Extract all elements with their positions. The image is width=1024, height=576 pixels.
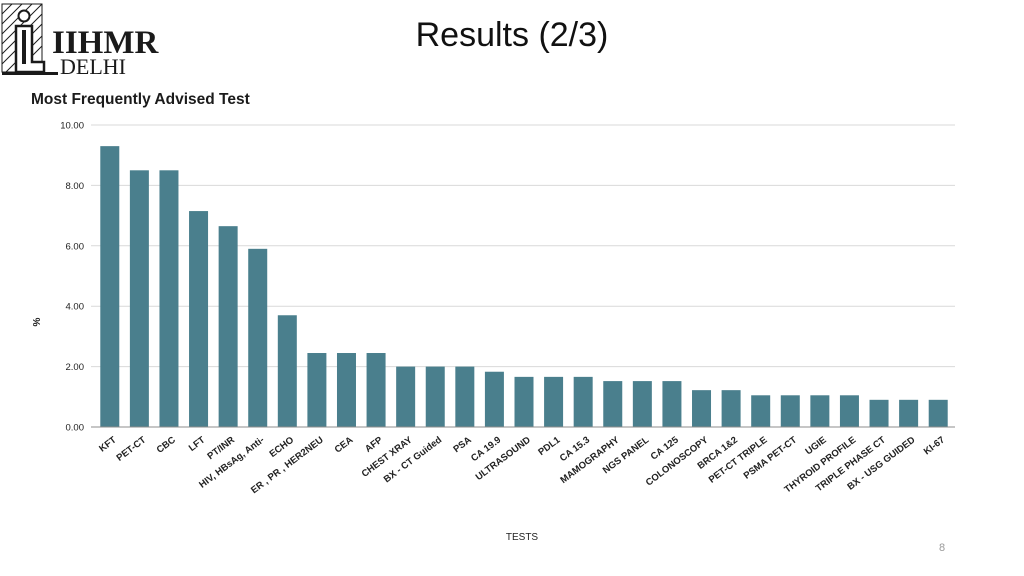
y-tick-label: 0.00 bbox=[66, 423, 85, 434]
y-tick-label: 8.00 bbox=[66, 181, 85, 192]
bar bbox=[277, 315, 297, 427]
bar bbox=[869, 399, 889, 427]
bar bbox=[544, 376, 564, 427]
bar bbox=[159, 170, 179, 428]
y-axis-label: % bbox=[32, 317, 43, 326]
x-tick-label: CEA bbox=[333, 435, 356, 456]
bar bbox=[721, 390, 741, 427]
iihmr-logo: IIHMR DELHI bbox=[1, 3, 160, 79]
bar bbox=[455, 366, 475, 427]
y-tick-label: 6.00 bbox=[66, 241, 85, 252]
bar bbox=[189, 211, 209, 427]
x-tick-label: LFT bbox=[187, 435, 208, 454]
bar bbox=[248, 248, 268, 427]
bar bbox=[336, 353, 356, 427]
x-tick-label: KFT bbox=[97, 434, 119, 454]
logo-text-iihmr: IIHMR bbox=[52, 25, 160, 61]
y-tick-labels: 0.00 2.00 4.00 6.00 8.00 10.00 bbox=[60, 121, 84, 434]
bar bbox=[810, 395, 830, 427]
bar bbox=[928, 399, 948, 427]
bar bbox=[129, 170, 149, 428]
x-tick-label: PSA bbox=[451, 435, 473, 456]
x-tick-label: AFP bbox=[363, 434, 385, 455]
bar bbox=[692, 390, 712, 427]
bar bbox=[899, 399, 919, 427]
y-tick-label: 2.00 bbox=[66, 362, 85, 373]
bar bbox=[662, 381, 682, 427]
logo-text-delhi: DELHI bbox=[60, 54, 126, 79]
x-axis-label: TESTS bbox=[506, 532, 539, 543]
bar bbox=[366, 353, 386, 427]
x-tick-label: KI-67 bbox=[922, 435, 947, 458]
bar bbox=[603, 381, 623, 427]
slide-title: Results (2/3) bbox=[415, 16, 609, 54]
bar bbox=[100, 146, 120, 427]
iihmr-emblem-icon bbox=[1, 3, 58, 75]
bar bbox=[307, 353, 327, 427]
bar bbox=[396, 366, 416, 427]
bar bbox=[514, 376, 534, 427]
x-tick-label: CBC bbox=[155, 435, 178, 456]
x-tick-label: PSMA PET-CT bbox=[742, 434, 800, 481]
chart-title: Most Frequently Advised Test bbox=[31, 91, 250, 108]
bar bbox=[751, 395, 771, 427]
bar bbox=[632, 381, 652, 427]
bar bbox=[780, 395, 800, 427]
page-number: 8 bbox=[938, 542, 946, 554]
x-tick-label: PET-CT bbox=[115, 434, 149, 463]
y-tick-label: 4.00 bbox=[66, 302, 85, 313]
bar bbox=[839, 395, 859, 427]
bar bbox=[425, 366, 445, 427]
bar bbox=[218, 226, 238, 427]
y-tick-label: 10.00 bbox=[60, 121, 84, 132]
bar bbox=[484, 371, 504, 427]
bar bbox=[573, 376, 593, 427]
bars bbox=[100, 146, 948, 428]
